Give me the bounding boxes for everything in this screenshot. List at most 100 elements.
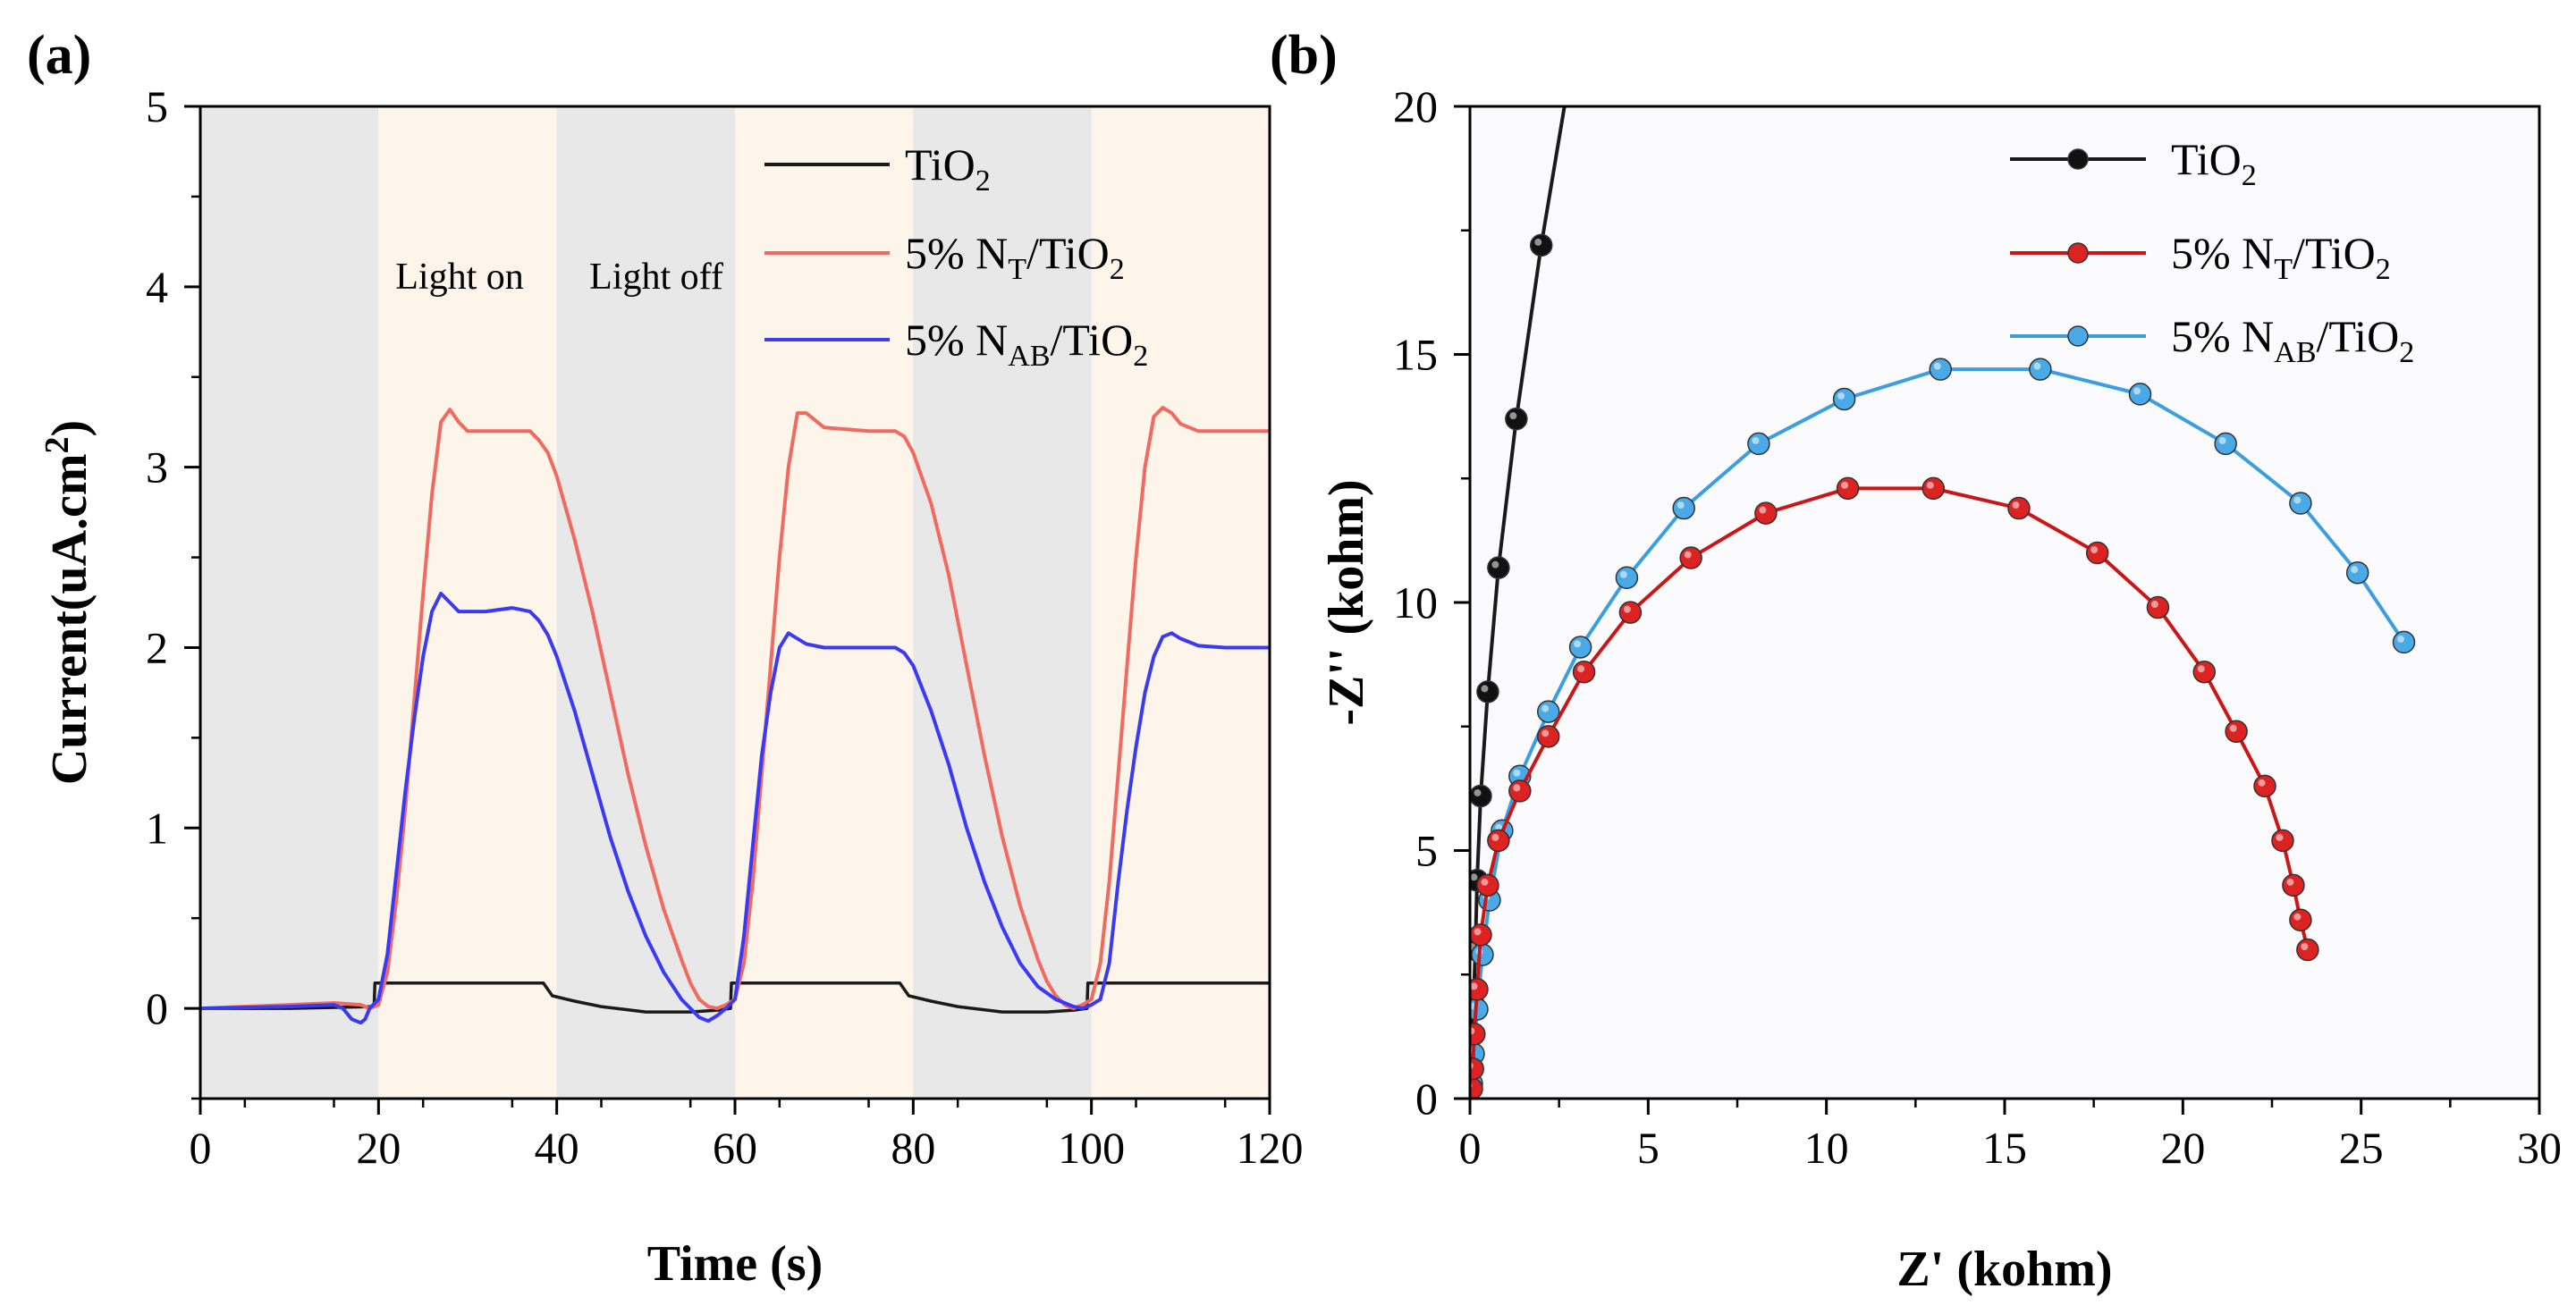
band-light-off-0 xyxy=(200,106,379,1099)
series-b-nt-tio2-point xyxy=(1679,546,1702,569)
series-b-nt-tio2-point xyxy=(1836,476,1860,501)
point-highlight xyxy=(2301,943,2309,950)
panel-b-legend: TiO2 5% NT/TiO2 5% NAB/TiO2 xyxy=(2010,134,2414,369)
band-light-on-5 xyxy=(1091,106,1270,1099)
series-tio2-line xyxy=(200,981,1270,1014)
b-x-tick-label-0: 0 xyxy=(1459,1123,1482,1173)
series-b-nab-tio2-point xyxy=(2214,432,2237,456)
y-tick-label-3: 3 xyxy=(146,442,168,493)
series-b-tio2-point xyxy=(1470,784,1492,808)
x-tick-label-120: 120 xyxy=(1237,1123,1304,1173)
series-b-nab-tio2-point xyxy=(1471,943,1494,966)
point-highlight xyxy=(2293,496,2302,504)
y-tick-label-1: 1 xyxy=(146,803,168,853)
series-b-nt-tio2-point xyxy=(2225,720,2248,744)
panel-a-current-vs-time: (a) 0 20 40 60 80 100 120 0 1 2 3 4 5 Light on Light… xyxy=(27,25,1304,1292)
panel-a-legend: TiO2 5% NT/TiO2 5% NAB/TiO2 xyxy=(764,139,1148,373)
y-tick-label-5: 5 xyxy=(146,81,168,131)
series-b-tio2-point xyxy=(1505,407,1528,431)
series-b-nt-tio2-point xyxy=(1476,873,1499,897)
series-b-nt-tio2-point xyxy=(1618,601,1643,624)
light-on-off-bands xyxy=(200,106,1270,1099)
x-tick-label-80: 80 xyxy=(891,1123,935,1173)
point-highlight xyxy=(1684,551,1692,559)
b-y-tick-label-15: 15 xyxy=(1393,330,1438,380)
legend-label-tio2: TiO2 xyxy=(905,139,991,198)
series-b-nt-tio2-point xyxy=(1470,1023,1486,1046)
point-highlight xyxy=(1470,982,1478,990)
point-highlight xyxy=(2197,665,2205,673)
legend-marker-b-nt-tio2 xyxy=(2067,242,2089,264)
point-highlight xyxy=(2293,913,2302,921)
band-light-on-3 xyxy=(735,106,914,1099)
current-series-lines xyxy=(199,406,1270,1025)
point-highlight xyxy=(1481,878,1489,886)
series-b-nt-tio2 xyxy=(1470,476,2319,1099)
point-highlight xyxy=(2229,724,2237,732)
point-highlight xyxy=(1619,570,1627,578)
series-b-nab-tio2-point xyxy=(2345,560,2369,585)
series-nab-tio2-line xyxy=(199,591,1270,1025)
legend-label-b-nab-tio2: 5% NAB/TiO2 xyxy=(2171,311,2414,369)
panel-b-y-axis-title: -Z'' (kohm) xyxy=(1319,479,1374,725)
legend-label-nt-tio2: 5% NT/TiO2 xyxy=(905,228,1125,286)
legend-marker-b-nab-tio2 xyxy=(2067,325,2089,347)
point-highlight xyxy=(2286,878,2294,886)
series-b-nab-tio2-point xyxy=(1615,566,1639,589)
point-highlight xyxy=(2133,387,2141,395)
y-tick-label-4: 4 xyxy=(146,262,168,312)
b-x-tick-label-30: 30 xyxy=(2517,1123,2562,1173)
point-highlight xyxy=(1541,704,1550,712)
series-b-nt-tio2-point xyxy=(1921,476,1946,501)
series-b-nt-tio2-point xyxy=(2289,908,2312,931)
point-highlight xyxy=(2397,635,2405,643)
panel-a-y-axis-title: Current(uA.cm2) xyxy=(38,420,97,785)
series-b-nt-tio2-point xyxy=(2253,774,2276,798)
point-highlight xyxy=(1933,362,1941,370)
series-b-nab-tio2-point xyxy=(1929,358,1952,381)
series-b-nt-tio2-point xyxy=(1470,1057,1484,1081)
series-b-nab-tio2-point xyxy=(1672,496,1695,520)
series-b-nab-tio2-point xyxy=(1832,387,1856,411)
point-highlight xyxy=(2258,779,2266,787)
point-highlight xyxy=(2150,601,2158,609)
series-b-nab-tio2-point xyxy=(2128,383,2152,406)
b-y-tick-label-5: 5 xyxy=(1415,826,1438,876)
x-tick-label-0: 0 xyxy=(190,1123,212,1173)
series-b-tio2-point xyxy=(1476,680,1499,703)
point-highlight xyxy=(2090,546,2099,553)
b-x-tick-label-15: 15 xyxy=(1982,1123,2027,1173)
point-highlight xyxy=(1926,481,1934,489)
b-y-tick-label-10: 10 xyxy=(1393,577,1438,628)
point-highlight xyxy=(1513,769,1521,777)
series-b-nt-tio2-point xyxy=(1754,501,1778,525)
annotation-light-off: Light off xyxy=(589,257,723,298)
point-highlight xyxy=(2033,362,2041,370)
x-tick-label-20: 20 xyxy=(356,1123,401,1173)
series-b-nab-tio2-point xyxy=(2029,358,2052,381)
point-highlight xyxy=(2012,501,2020,510)
series-b-tio2-point xyxy=(1487,556,1510,579)
b-x-tick-label-20: 20 xyxy=(2160,1123,2205,1173)
panel-a-label: (a) xyxy=(27,25,91,86)
series-b-nab-tio2-point xyxy=(1568,636,1592,659)
legend-label-nab-tio2: 5% NAB/TiO2 xyxy=(905,315,1148,373)
legend-label-b-nt-tio2: 5% NT/TiO2 xyxy=(2171,228,2391,286)
series-b-tio2-point xyxy=(1529,233,1553,257)
legend-label-b-tio2: TiO2 xyxy=(2171,134,2257,192)
series-b-nt-tio2-point xyxy=(2085,541,2109,565)
series-b-nab-tio2-point xyxy=(1747,432,1770,456)
point-highlight xyxy=(1623,605,1631,613)
series-b-nab-tio2-point xyxy=(2392,630,2416,654)
series-b-nt-tio2-point xyxy=(2271,829,2294,853)
annotation-light-on: Light on xyxy=(395,257,524,298)
panel-b-axis-ticks: 0 5 10 15 20 25 30 0 5 10 15 20 xyxy=(1393,81,2562,1173)
point-highlight xyxy=(1513,784,1521,792)
x-tick-label-60: 60 xyxy=(713,1123,757,1173)
x-tick-label-100: 100 xyxy=(1058,1123,1125,1173)
panel-a-x-axis-title: Time (s) xyxy=(647,1236,823,1292)
series-b-tio2-line xyxy=(1470,106,1567,1055)
impedance-series xyxy=(1470,106,2416,1099)
point-highlight xyxy=(1677,501,1685,510)
